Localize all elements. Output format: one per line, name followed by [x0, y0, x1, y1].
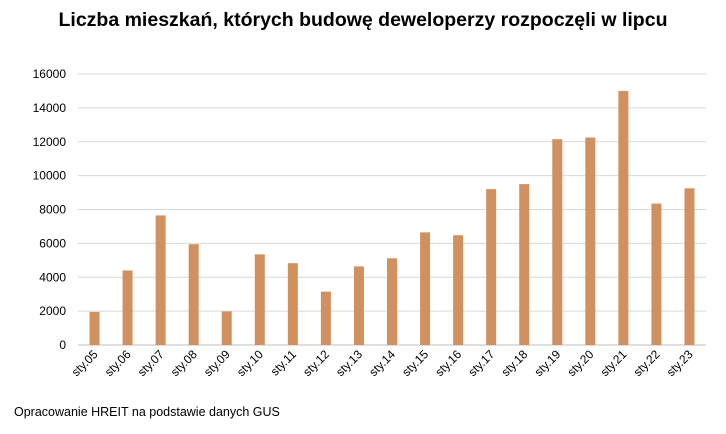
- y-tick-label: 6000: [39, 236, 66, 250]
- x-tick-label: sty.10: [234, 347, 266, 379]
- y-axis-tick-labels: 0 2000 4000 6000 8000 10000 12000 14000 16000: [33, 67, 67, 352]
- bar: [552, 139, 563, 345]
- bar: [453, 235, 464, 345]
- y-tick-label: 10000: [33, 169, 67, 183]
- x-tick-label: sty.18: [498, 347, 530, 379]
- bar: [387, 258, 397, 345]
- bar: [320, 291, 331, 345]
- x-tick-label: sty.07: [135, 347, 167, 379]
- y-tick-label: 8000: [39, 203, 66, 217]
- x-tick-label: sty.12: [300, 347, 332, 379]
- x-tick-label: sty.13: [333, 347, 365, 379]
- bar: [254, 254, 265, 345]
- bar: [684, 188, 695, 345]
- x-tick-label: sty.21: [598, 347, 630, 379]
- chart-title: Liczba mieszkań, których budowę dewelope…: [58, 9, 668, 31]
- x-tick-label: sty.22: [631, 347, 663, 379]
- x-tick-label: sty.19: [531, 347, 563, 379]
- bar: [155, 215, 166, 345]
- x-tick-label: sty.11: [268, 347, 300, 379]
- x-tick-label: sty.05: [69, 347, 101, 379]
- bar: [353, 266, 364, 345]
- bar: [519, 184, 530, 345]
- bar: [651, 203, 662, 345]
- x-tick-label: sty.17: [465, 347, 497, 379]
- x-tick-label: sty.09: [201, 347, 233, 379]
- x-tick-label: sty.14: [366, 347, 398, 379]
- y-tick-label: 4000: [39, 270, 66, 284]
- bars: [89, 90, 695, 345]
- bar: [122, 270, 133, 345]
- x-tick-label: sty.20: [565, 347, 597, 379]
- y-tick-label: 0: [59, 338, 66, 352]
- x-tick-label: sty.16: [432, 347, 464, 379]
- bar: [420, 232, 431, 345]
- x-tick-label: sty.15: [399, 347, 431, 379]
- bar: [188, 244, 199, 345]
- y-tick-label: 14000: [33, 101, 67, 115]
- y-tick-label: 2000: [39, 304, 66, 318]
- bar: [287, 263, 298, 345]
- x-tick-label: sty.23: [664, 347, 696, 379]
- source-note: Opracowanie HREIT na podstawie danych GU…: [14, 405, 280, 419]
- bar: [585, 137, 596, 345]
- x-tick-label: sty.06: [102, 347, 134, 379]
- bar: [221, 311, 232, 345]
- y-tick-label: 12000: [33, 135, 67, 149]
- x-axis-tick-labels: sty.05 sty.06 sty.07 sty.08 sty.09 sty.10 sty.…: [69, 347, 696, 379]
- x-tick-label: sty.08: [168, 347, 200, 379]
- bar: [618, 90, 629, 345]
- bar: [89, 311, 100, 345]
- y-tick-label: 16000: [33, 67, 67, 81]
- bar: [486, 189, 497, 345]
